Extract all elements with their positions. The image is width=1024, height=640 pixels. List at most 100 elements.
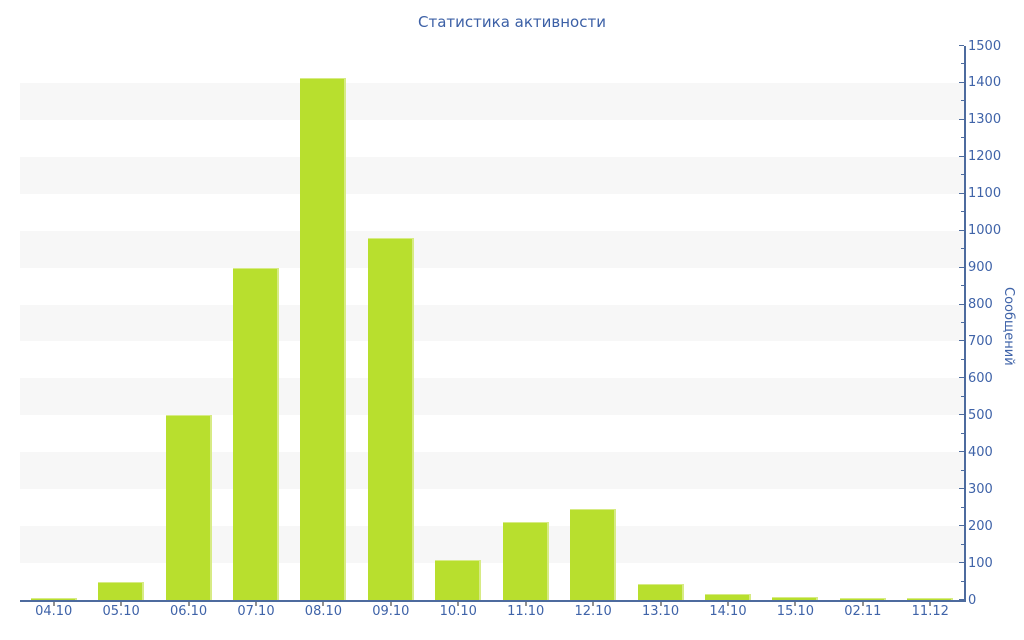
y-tick-label: 100 xyxy=(968,555,993,571)
grid-band xyxy=(20,156,964,194)
x-tick xyxy=(659,602,662,606)
x-tick xyxy=(52,602,55,606)
y-tick-label: 800 xyxy=(968,297,993,313)
grid-band xyxy=(20,526,964,564)
y-major-tick xyxy=(959,451,964,452)
y-major-tick xyxy=(959,119,964,120)
y-minor-tick xyxy=(961,174,964,175)
y-tick-label: 1300 xyxy=(968,112,1002,128)
y-minor-tick xyxy=(961,100,964,101)
x-tick-label: 09.10 xyxy=(372,604,410,619)
y-tick-label: 200 xyxy=(968,518,993,534)
y-major-tick xyxy=(959,82,964,83)
bar xyxy=(367,238,414,600)
y-major-tick xyxy=(959,193,964,194)
y-minor-tick xyxy=(961,581,964,582)
y-tick-label: 1100 xyxy=(968,186,1002,202)
y-major-tick xyxy=(959,488,964,489)
y-major-tick xyxy=(959,156,964,157)
y-major-tick xyxy=(959,304,964,305)
x-tick-label: 14.10 xyxy=(709,604,747,619)
y-tick-label: 0 xyxy=(968,592,977,608)
x-tick-label: 13.10 xyxy=(641,604,680,619)
bar xyxy=(637,584,684,600)
y-tick-label: 700 xyxy=(968,333,993,349)
y-tick-label: 900 xyxy=(968,260,993,276)
y-tick-label: 300 xyxy=(968,481,993,497)
bar xyxy=(502,522,549,600)
x-tick xyxy=(187,602,190,606)
y-major-tick xyxy=(959,525,964,526)
y-tick-label: 500 xyxy=(968,407,993,423)
bar xyxy=(233,268,279,600)
y-tick-label: 1000 xyxy=(968,223,1002,239)
y-tick-label: 1200 xyxy=(968,149,1002,165)
x-tick xyxy=(727,602,729,606)
bar xyxy=(30,598,77,600)
x-tick xyxy=(120,602,123,606)
y-tick-label: 600 xyxy=(968,370,993,386)
x-tick-label: 10.10 xyxy=(439,604,477,619)
y-axis-title: Сообщений xyxy=(1001,287,1016,366)
y-minor-tick xyxy=(961,248,964,249)
x-tick xyxy=(457,602,460,606)
y-minor-tick xyxy=(961,470,964,471)
bar xyxy=(570,509,617,600)
bar xyxy=(772,597,819,600)
y-minor-tick xyxy=(961,507,964,508)
y-minor-tick xyxy=(961,285,964,286)
y-minor-tick xyxy=(961,544,964,545)
grid-band xyxy=(20,304,964,342)
bar xyxy=(839,598,886,600)
y-minor-tick xyxy=(961,137,964,138)
y-major-tick xyxy=(959,340,964,341)
y-major-tick xyxy=(959,562,964,563)
y-minor-tick xyxy=(961,322,964,323)
x-tick-label: 11.12 xyxy=(911,604,949,619)
y-major-tick xyxy=(959,414,964,415)
x-tick-label: 11.10 xyxy=(507,604,545,619)
y-minor-tick xyxy=(961,211,964,212)
grid-band xyxy=(20,230,964,268)
x-tick-label: 08.10 xyxy=(304,604,343,619)
bar xyxy=(907,598,954,600)
y-minor-tick xyxy=(961,63,964,64)
y-major-tick xyxy=(959,377,964,378)
y-minor-tick xyxy=(961,433,964,434)
x-tick-label: 12.10 xyxy=(574,604,612,619)
x-tick-label: 07.10 xyxy=(237,604,275,619)
x-tick-label: 06.10 xyxy=(169,604,208,619)
y-minor-tick xyxy=(961,359,964,360)
y-tick-label: 1500 xyxy=(968,38,1002,54)
x-tick-label: 02.11 xyxy=(844,604,882,619)
x-tick xyxy=(861,602,864,606)
x-tick xyxy=(929,602,932,606)
x-tick-label: 05.10 xyxy=(102,604,140,619)
y-tick-label: 1400 xyxy=(968,75,1002,91)
bar xyxy=(165,415,212,600)
x-tick xyxy=(592,602,595,606)
bar xyxy=(705,594,751,600)
plot-area xyxy=(20,45,966,602)
grid-band xyxy=(20,82,964,120)
x-tick-label: 15.10 xyxy=(776,604,815,619)
chart-title: Статистика активности xyxy=(418,13,606,31)
bar xyxy=(98,582,145,600)
x-tick-label: 04.10 xyxy=(35,604,73,619)
x-tick xyxy=(255,602,257,606)
y-major-tick xyxy=(959,45,964,46)
y-major-tick xyxy=(959,230,964,231)
grid-band xyxy=(20,452,964,490)
bar xyxy=(435,560,482,600)
x-tick xyxy=(524,602,527,606)
x-tick xyxy=(389,602,392,606)
bar xyxy=(300,78,347,600)
y-major-tick xyxy=(959,267,964,268)
grid-band xyxy=(20,378,964,416)
x-tick xyxy=(794,602,797,606)
y-minor-tick xyxy=(961,396,964,397)
x-tick xyxy=(322,602,325,606)
y-major-tick xyxy=(959,599,964,600)
y-tick-label: 400 xyxy=(968,444,993,460)
